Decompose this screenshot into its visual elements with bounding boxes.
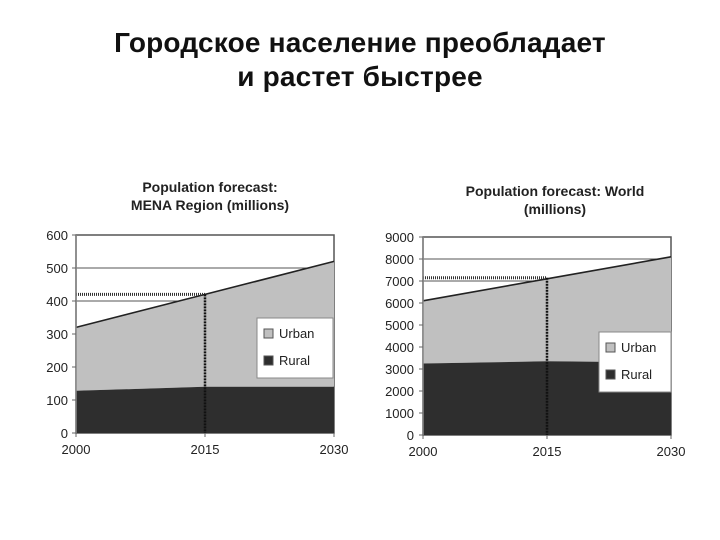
urban-legend-swatch-icon	[605, 342, 616, 353]
mena-title-line-2: MENA Region (millions)	[130, 197, 290, 213]
y-tick-label: 1000	[385, 406, 414, 421]
slide-title: Городское население преобладает и растет…	[0, 26, 720, 94]
world-chart-title: Population forecast: World (millions)	[400, 182, 710, 218]
y-tick-label: 7000	[385, 274, 414, 289]
legend: Urban Rural	[598, 331, 672, 393]
y-tick-label: 6000	[385, 296, 414, 311]
rural-legend-label: Rural	[621, 367, 652, 382]
y-tick-label: 9000	[385, 230, 414, 245]
legend: Urban Rural	[256, 317, 334, 379]
x-tick-label: 2000	[409, 444, 438, 459]
y-tick-label: 200	[46, 360, 68, 375]
x-tick-label: 2000	[62, 442, 91, 457]
urban-legend-label: Urban	[621, 340, 656, 355]
y-tick-label: 4000	[385, 340, 414, 355]
y-tick-label: 0	[407, 428, 414, 443]
y-tick-label: 5000	[385, 318, 414, 333]
rural-legend-swatch-icon	[263, 355, 274, 366]
x-tick-label: 2015	[191, 442, 220, 457]
world-title-line-2: (millions)	[523, 201, 587, 217]
slide-title-line-2: и растет быстрее	[237, 61, 483, 92]
x-tick-label: 2030	[657, 444, 686, 459]
x-tick-label: 2015	[533, 444, 562, 459]
world-chart: 0 1000 2000 3000 4000 5000 6000 7000 8000 9000 200…	[385, 230, 685, 459]
y-tick-label: 600	[46, 228, 68, 243]
urban-legend-label: Urban	[279, 326, 314, 341]
y-tick-label: 400	[46, 294, 68, 309]
x-tick-label: 2030	[320, 442, 349, 457]
y-tick-label: 3000	[385, 362, 414, 377]
urban-legend-swatch-icon	[263, 328, 274, 339]
y-tick-label: 2000	[385, 384, 414, 399]
y-tick-label: 500	[46, 261, 68, 276]
mena-chart-title: Population forecast: MENA Region (millio…	[60, 178, 360, 214]
world-title-line-1: Population forecast: World	[465, 183, 645, 199]
rural-legend-label: Rural	[279, 353, 310, 368]
y-tick-label: 8000	[385, 252, 414, 267]
y-tick-label: 300	[46, 327, 68, 342]
y-tick-label: 0	[61, 426, 68, 441]
slide-title-line-1: Городское население преобладает	[114, 27, 606, 58]
y-tick-label: 100	[46, 393, 68, 408]
mena-chart: 0 100 200 300 400 500 600 2000 2015 2030 Urban Rura…	[46, 228, 348, 457]
rural-legend-swatch-icon	[605, 369, 616, 380]
mena-title-line-1: Population forecast:	[142, 179, 278, 195]
